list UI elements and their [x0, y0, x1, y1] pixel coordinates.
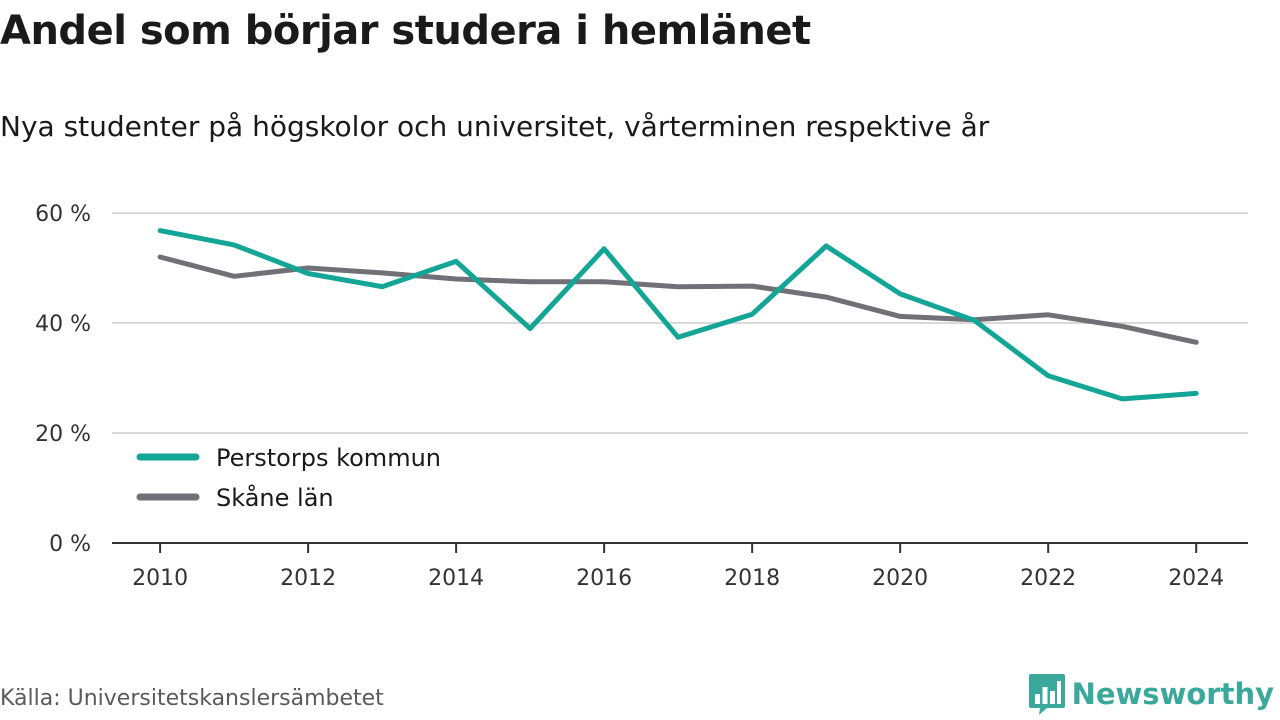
- chart-title: Andel som börjar studera i hemlänet: [0, 8, 811, 54]
- source-note: Källa: Universitetskanslersämbetet: [0, 686, 384, 711]
- legend-label: Perstorps kommun: [216, 444, 441, 472]
- x-tick-label: 2016: [576, 566, 632, 591]
- newsworthy-logo: Newsworthy: [1028, 672, 1274, 716]
- x-tick-label: 2022: [1020, 566, 1076, 591]
- series-line-skane: [157, 254, 1199, 345]
- series-line-perstorp: [157, 228, 1199, 402]
- series-lines: [157, 228, 1199, 402]
- legend-label: Skåne län: [216, 483, 334, 512]
- gridlines: [112, 212, 1248, 434]
- x-tick-label: 2024: [1168, 566, 1224, 591]
- axes: 0 % 20 % 40 % 60 % 2010 2012 2014 2016 2018 2020 2…: [35, 202, 1248, 591]
- x-tick-label: 2010: [132, 566, 188, 591]
- y-tick-label: 40 %: [35, 312, 91, 337]
- chart-subtitle: Nya studenter på högskolor och universit…: [0, 110, 990, 143]
- y-tick-label: 20 %: [35, 422, 91, 447]
- x-tick-label: 2020: [872, 566, 928, 591]
- brand-name: Newsworthy: [1071, 677, 1274, 711]
- x-tick-label: 2014: [428, 566, 484, 591]
- bar-chart-icon: [1028, 674, 1065, 715]
- y-tick-label: 60 %: [35, 202, 91, 227]
- x-tick-label: 2018: [724, 566, 780, 591]
- x-tick-label: 2012: [280, 566, 336, 591]
- y-tick-label: 0 %: [49, 532, 91, 557]
- legend: Perstorps kommun Skåne län: [136, 444, 441, 512]
